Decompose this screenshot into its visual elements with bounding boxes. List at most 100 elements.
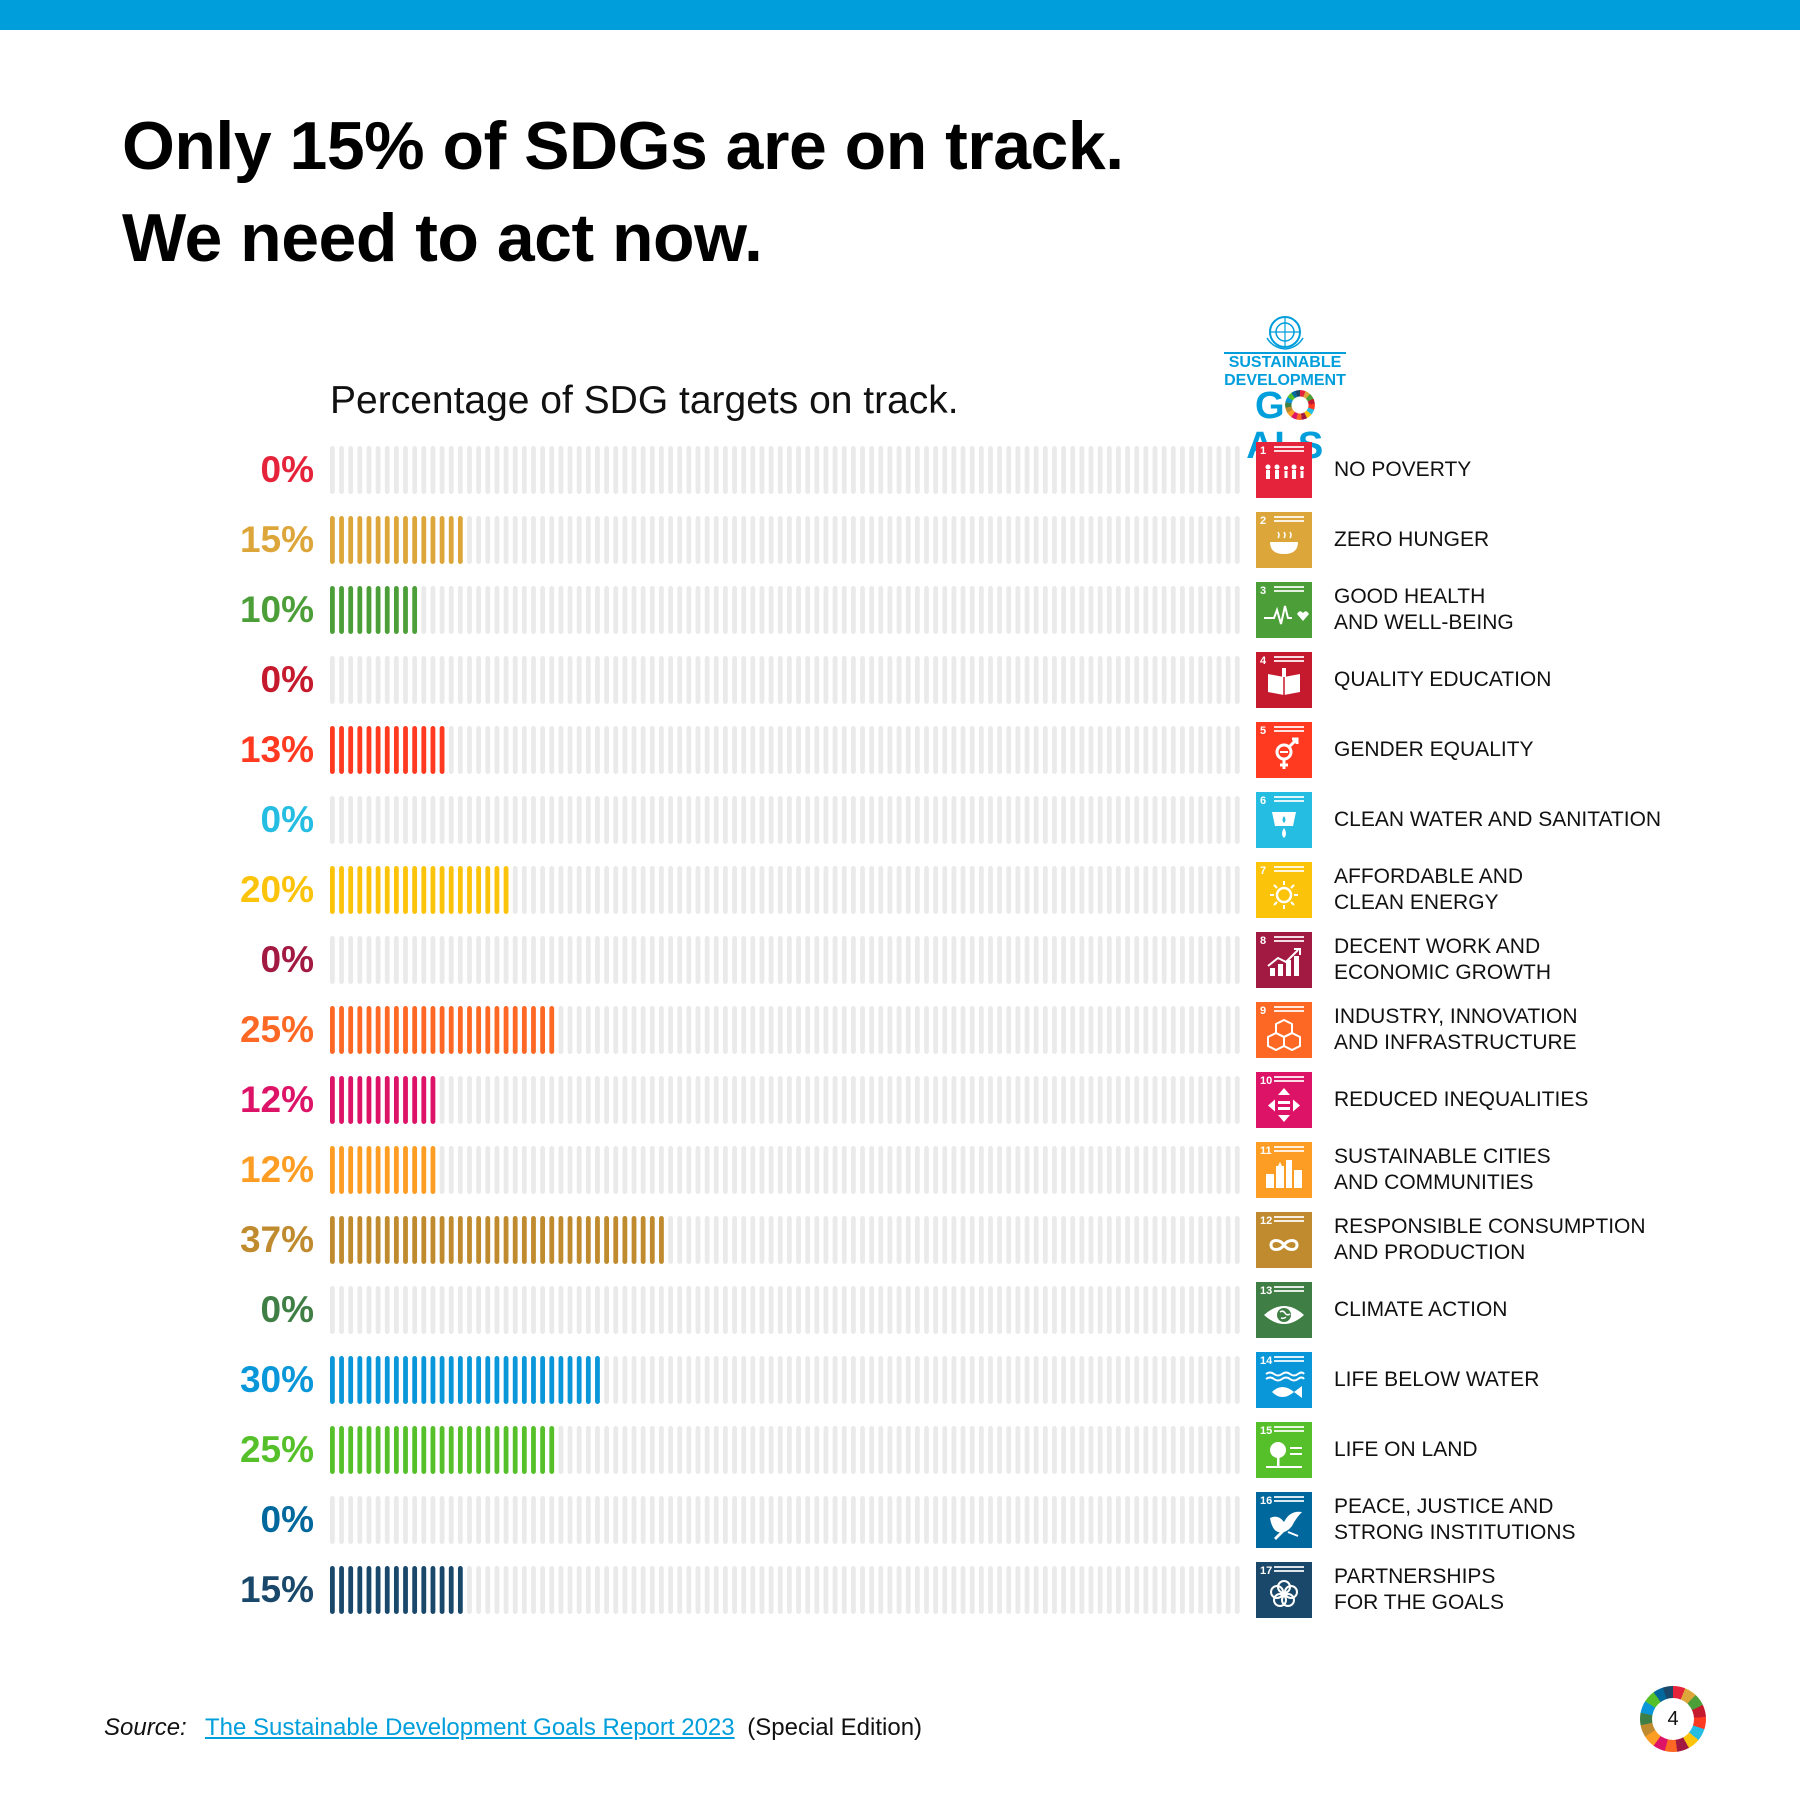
bar-segment-empty xyxy=(1033,1566,1039,1614)
bar-segment-empty xyxy=(357,446,363,494)
bar-segment-empty xyxy=(1052,1426,1057,1474)
headline: Only 15% of SDGs are on track. We need t… xyxy=(122,100,1124,284)
bar-segment-empty xyxy=(631,1566,637,1614)
bar-segment-empty xyxy=(1189,796,1194,844)
bar-segment-empty xyxy=(503,1286,509,1334)
bar-segment-empty xyxy=(896,516,902,564)
bar-segment-empty xyxy=(686,866,692,914)
bar-segment-empty xyxy=(777,1076,783,1124)
bar-segment-empty xyxy=(1079,1216,1085,1264)
bar-segment-empty xyxy=(1198,936,1204,984)
bar-segment-filled xyxy=(366,726,372,774)
bar-segment-empty xyxy=(924,936,929,984)
bar-segment-filled xyxy=(521,1356,527,1404)
bar-segment-empty xyxy=(622,1356,628,1404)
source-link[interactable]: The Sustainable Development Goals Report… xyxy=(204,1714,735,1741)
bar-segment-filled xyxy=(476,1356,482,1404)
bar-segment-empty xyxy=(613,1286,619,1334)
bar-segment-empty xyxy=(531,1146,536,1194)
bar-segment-filled xyxy=(467,1216,472,1264)
bar-segment-empty xyxy=(375,446,381,494)
data-label: 12% xyxy=(239,1079,314,1120)
bar-segment-empty xyxy=(896,1566,902,1614)
bar-track xyxy=(330,516,1240,564)
bar-segment-empty xyxy=(1052,936,1057,984)
bar-segment-empty xyxy=(622,656,628,704)
goal-label: LIFE BELOW WATER xyxy=(1334,1352,1539,1408)
bar-segment-filled xyxy=(421,1076,427,1124)
bar-segment-empty xyxy=(549,936,555,984)
bar-segment-empty xyxy=(988,866,993,914)
bar-segment-filled xyxy=(330,1216,335,1264)
goal-mini-title xyxy=(1274,1426,1304,1428)
bar-segment-empty xyxy=(814,446,820,494)
source-suffix: (Special Edition) xyxy=(747,1714,923,1741)
bar-segment-empty xyxy=(1152,656,1158,704)
family-icon xyxy=(1265,464,1304,479)
goal-label-line: CLEAN ENERGY xyxy=(1334,891,1499,914)
bar-segment-empty xyxy=(330,446,335,494)
bar-segment-empty xyxy=(1189,656,1194,704)
bar-segment-empty xyxy=(622,796,628,844)
bar-segment-empty xyxy=(1052,656,1057,704)
bar-segment-empty xyxy=(978,1566,984,1614)
bar-segment-empty xyxy=(924,1006,929,1054)
bar-segment-empty xyxy=(850,446,856,494)
bar-segment-filled xyxy=(430,866,436,914)
bar-segment-empty xyxy=(640,586,646,634)
bar-segment-empty xyxy=(1198,446,1204,494)
bar-segment-empty xyxy=(1170,1146,1176,1194)
bar-segment-empty xyxy=(1125,1286,1130,1334)
bar-segment-empty xyxy=(1216,796,1222,844)
bar-segment-empty xyxy=(485,516,491,564)
bar-segment-empty xyxy=(805,1146,811,1194)
bar-segment-filled xyxy=(412,516,418,564)
bar-segment-filled xyxy=(457,516,463,564)
bar-segment-empty xyxy=(823,726,829,774)
bar-segment-filled xyxy=(403,726,408,774)
bar-segment-empty xyxy=(1134,656,1140,704)
bar-segment-empty xyxy=(1070,1216,1076,1264)
bar-segment-empty xyxy=(823,1496,829,1544)
bar-segment-filled xyxy=(485,866,491,914)
bar-segment-empty xyxy=(457,726,463,774)
bar-segment-empty xyxy=(558,796,564,844)
bar-segment-empty xyxy=(512,1566,518,1614)
bar-segment-empty xyxy=(942,866,948,914)
bar-segment-empty xyxy=(330,1496,335,1544)
bar-segment-filled xyxy=(576,1216,582,1264)
bar-segment-empty xyxy=(576,1566,582,1614)
bar-segment-empty xyxy=(997,1216,1003,1264)
goal-number: 8 xyxy=(1260,935,1267,947)
bar-segment-empty xyxy=(357,796,363,844)
bar-segment-empty xyxy=(613,516,619,564)
bar-segment-empty xyxy=(1024,1496,1030,1544)
bar-segment-empty xyxy=(1116,1076,1121,1124)
bar-segment-filled xyxy=(512,1216,518,1264)
bar-segment-empty xyxy=(1125,446,1130,494)
bar-segment-filled xyxy=(439,516,445,564)
bar-segment-empty xyxy=(558,656,564,704)
bar-segment-empty xyxy=(567,446,573,494)
bar-segment-empty xyxy=(640,516,646,564)
bar-segment-empty xyxy=(1125,1496,1130,1544)
bar-segment-empty xyxy=(421,796,427,844)
bar-segment-filled xyxy=(521,1216,527,1264)
bar-segment-empty xyxy=(668,516,673,564)
bar-segment-empty xyxy=(823,796,829,844)
chart-row: 20% 7 AFFORDABLE AND CLEAN ENERGY xyxy=(0,862,1800,918)
bar-segment-empty xyxy=(1097,586,1103,634)
bar-segment-empty xyxy=(384,796,390,844)
bar-segment-empty xyxy=(841,1566,847,1614)
bar-segment-empty xyxy=(604,1356,609,1404)
goal-mini-title xyxy=(1274,866,1304,868)
data-label: 25% xyxy=(239,1429,314,1470)
bar-segment-empty xyxy=(1106,1496,1112,1544)
bar-segment-empty xyxy=(841,866,847,914)
bar-segment-empty xyxy=(704,1146,710,1194)
bar-segment-empty xyxy=(576,446,582,494)
bar-segment-empty xyxy=(1070,516,1076,564)
bar-segment-empty xyxy=(878,1356,884,1404)
bar-segment-empty xyxy=(960,586,966,634)
bar-segment-empty xyxy=(878,1426,884,1474)
